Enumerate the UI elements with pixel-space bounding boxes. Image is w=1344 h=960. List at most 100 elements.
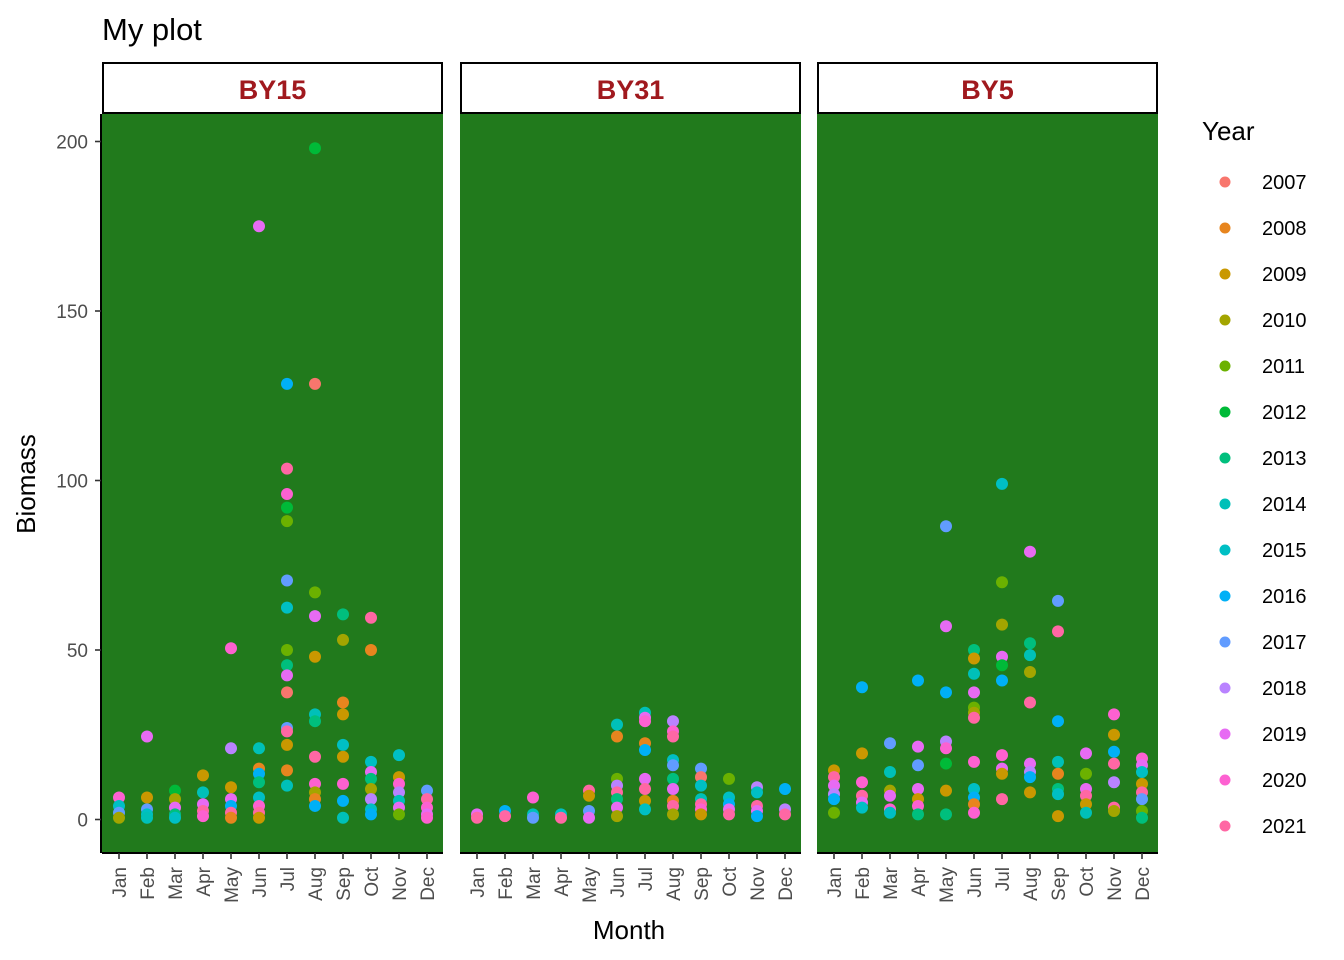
data-point [639, 803, 651, 816]
data-point [281, 779, 293, 792]
x-tick-label: Mar [166, 866, 187, 899]
legend-key [1219, 268, 1231, 280]
data-point [281, 669, 293, 682]
y-tick-label: 50 [67, 641, 88, 662]
data-point [1108, 708, 1120, 721]
data-point [421, 793, 433, 806]
data-point [828, 806, 840, 819]
data-point [281, 659, 293, 672]
panel-by31: BY31 Jan Feb Mar Apr May Jun Jul Aug Sep Oct Nov Dec [460, 62, 801, 903]
plot-title: My plot [102, 12, 202, 47]
data-point [281, 738, 293, 751]
data-point [912, 759, 924, 772]
data-point [751, 786, 763, 799]
x-tick-label: Nov [390, 867, 411, 901]
data-point [337, 811, 349, 824]
x-tick-label: Jul [636, 867, 657, 891]
data-point [1080, 767, 1092, 780]
strip-box [817, 62, 1158, 114]
data-point [611, 793, 623, 806]
data-point [639, 715, 651, 728]
legend-label: 2008 [1262, 218, 1307, 240]
data-point [940, 686, 952, 699]
panel-by15: BY15 Jan Feb Mar Apr May Jun Jul Aug Sep Oct Nov Dec [102, 62, 443, 903]
data-point [968, 806, 980, 819]
data-point [471, 811, 483, 824]
x-tick-label: Oct [1077, 866, 1098, 896]
data-point [253, 776, 265, 789]
data-point [723, 808, 735, 821]
panel-background [817, 114, 1158, 853]
y-axis-title: Biomass [11, 434, 41, 534]
data-point [884, 806, 896, 819]
x-tick-label: Nov [748, 867, 769, 901]
data-point [828, 779, 840, 792]
data-point [281, 686, 293, 699]
data-point [996, 618, 1008, 631]
legend-key [1219, 820, 1231, 832]
data-point [365, 808, 377, 821]
legend-label: 2017 [1262, 632, 1307, 654]
data-point [611, 801, 623, 814]
legend-label: 2018 [1262, 678, 1307, 700]
x-tick-label: May [580, 867, 601, 903]
data-point [421, 811, 433, 824]
x-tick-label: Jul [278, 867, 299, 891]
data-point [996, 793, 1008, 806]
data-point [281, 488, 293, 501]
data-point [309, 750, 321, 763]
legend-key [1219, 682, 1231, 694]
x-tick-label: Aug [306, 867, 327, 901]
data-point [253, 742, 265, 755]
legend-label: 2020 [1262, 770, 1307, 792]
data-point [527, 791, 539, 804]
data-point [253, 811, 265, 824]
data-point [169, 793, 181, 806]
data-point [281, 574, 293, 587]
x-tick-label: Jan [468, 867, 489, 898]
data-point [940, 784, 952, 797]
legend-key [1219, 544, 1231, 556]
data-point [1052, 715, 1064, 728]
data-point [281, 601, 293, 614]
data-point [197, 769, 209, 782]
data-point [309, 799, 321, 812]
x-tick-label: Mar [524, 866, 545, 899]
data-point [365, 772, 377, 785]
data-point [393, 808, 405, 821]
data-point [225, 742, 237, 755]
strip-label: BY15 [239, 75, 307, 105]
legend-key [1219, 498, 1231, 510]
panels-layer: BY15 Jan Feb Mar Apr May Jun Jul Aug Sep Oct Nov Dec… [102, 62, 1158, 903]
data-point [337, 777, 349, 790]
panel-by5: BY5 Jan Feb Mar Apr May Jun Jul Aug Sep Oct Nov Dec [817, 62, 1158, 903]
data-point [337, 696, 349, 709]
data-point [968, 686, 980, 699]
legend-label: 2011 [1262, 356, 1305, 378]
data-point [828, 771, 840, 784]
x-tick-label: Dec [776, 867, 797, 901]
x-tick-label: Sep [334, 867, 355, 901]
data-point [884, 737, 896, 750]
data-point [365, 611, 377, 624]
data-point [1052, 594, 1064, 607]
data-point [393, 749, 405, 762]
legend-label: 2014 [1262, 494, 1307, 516]
data-point [723, 772, 735, 785]
data-point [1080, 798, 1092, 811]
x-tick-label: Aug [1021, 867, 1042, 901]
x-tick-label: Mar [881, 866, 902, 899]
legend-label: 2013 [1262, 448, 1307, 470]
x-tick-label: May [937, 867, 958, 903]
data-point [225, 811, 237, 824]
data-point [996, 477, 1008, 490]
panel-background [460, 114, 801, 853]
data-point [912, 782, 924, 795]
data-point [1108, 776, 1120, 789]
data-point [856, 681, 868, 694]
x-tick-label: Aug [664, 867, 685, 901]
legend-key [1219, 452, 1231, 464]
data-point [1024, 696, 1036, 709]
data-point [611, 718, 623, 731]
x-tick-label: Oct [720, 866, 741, 896]
